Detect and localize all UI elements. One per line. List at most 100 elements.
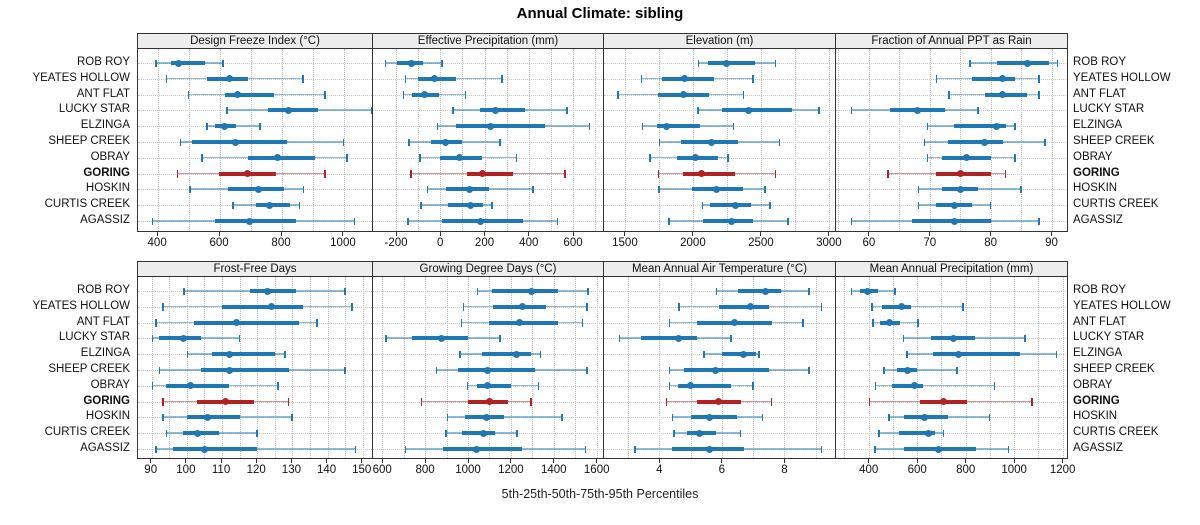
whisker-cap-p95 (324, 91, 326, 99)
whisker-cap-p5 (476, 287, 479, 295)
gridline-vertical (257, 277, 259, 458)
gridline-vertical (274, 277, 276, 458)
gridline-vertical (446, 277, 448, 458)
median-dot (681, 75, 689, 83)
axis-tick (1013, 459, 1015, 463)
whisker-cap-p95 (566, 106, 568, 115)
whisker-cap-p5 (850, 287, 853, 295)
whisker-cap-p95 (287, 398, 290, 406)
whisker-cap-p95 (581, 319, 584, 327)
whisker-cap-p95 (761, 413, 764, 422)
iqr-bar (722, 108, 792, 113)
iqr-bar (170, 61, 205, 65)
iqr-bar (932, 352, 1021, 357)
axis-tick-label: 70 (923, 237, 937, 249)
panel (836, 276, 1068, 459)
gridline-vertical (784, 277, 786, 458)
axis-tick-label: 400 (859, 464, 879, 476)
median-dot (662, 122, 670, 130)
whisker-cap-p5 (878, 429, 880, 438)
axis-tick-label: 0 (437, 237, 444, 249)
whisker-cap-p95 (256, 429, 258, 438)
median-dot (999, 75, 1007, 83)
panel-strip: Design Freeze Index (°C) (137, 33, 373, 48)
gridline-vertical (528, 49, 530, 231)
median-dot (179, 334, 187, 342)
whisker-cap-p95 (1038, 91, 1040, 99)
whisker-cap-p5 (165, 429, 168, 438)
whisker-cap-p5 (715, 287, 718, 295)
whisker-cap-p5 (923, 138, 926, 146)
median-dot (483, 382, 491, 390)
chart-title: Annual Climate: sibling (516, 5, 684, 22)
median-dot (950, 217, 958, 225)
gridline-vertical (868, 49, 870, 231)
gridline-vertical (690, 277, 692, 458)
whisker-cap-p95 (764, 185, 766, 194)
site-label-left: GORING (83, 394, 130, 407)
axis-tick (692, 232, 694, 236)
whisker-cap-p5 (186, 350, 189, 359)
whisker-cap-p5 (410, 170, 412, 178)
whisker-cap-p5 (703, 350, 705, 359)
axis-tick-label: 140 (316, 464, 337, 476)
whisker-cap-p95 (727, 154, 729, 162)
median-dot (519, 303, 527, 311)
whisker-cap-p5 (435, 366, 438, 374)
site-label-right: ROB ROY (1073, 284, 1127, 296)
iqr-bar (972, 76, 1015, 81)
whisker-cap-p5 (668, 382, 671, 390)
median-dot (527, 287, 535, 295)
axis-tick (467, 459, 469, 463)
panel-strip: Mean Annual Precipitation (mm) (836, 261, 1068, 276)
whisker-cap-p5 (460, 319, 462, 327)
median-dot (674, 334, 682, 342)
whisker-cap-p5 (446, 413, 449, 422)
whisker-cap-p95 (942, 429, 945, 438)
whisker-cap-p5 (697, 59, 700, 67)
whisker-cap-p95 (556, 217, 559, 225)
gridline-vertical (158, 49, 160, 231)
median-dot (492, 106, 500, 114)
gridline-vertical (396, 49, 397, 231)
axis-tick (553, 459, 555, 463)
site-label-right: HOSKIN (1073, 182, 1118, 195)
panel (137, 48, 373, 232)
axis-tick-label: 2000 (680, 237, 706, 249)
panel-strip: Fraction of Annual PPT as Rain (836, 33, 1068, 48)
axis-tick-label: 800 (271, 237, 291, 249)
whisker-cap-p5 (658, 185, 660, 194)
gridline-vertical (1014, 277, 1016, 458)
whisker-cap-p95 (370, 106, 372, 115)
site-label-left: YEATES HOLLOW (32, 299, 130, 312)
whisker-cap-p95 (1044, 138, 1046, 146)
site-label-left: LUCKY STAR (58, 103, 130, 116)
whisker-cap-p95 (344, 366, 346, 374)
median-dot (473, 445, 481, 453)
median-dot (962, 154, 970, 162)
whisker-cap-p5 (155, 59, 157, 67)
axis-tick-label: 80 (984, 237, 998, 249)
axis-tick-label: 150 (352, 464, 372, 476)
iqr-bar (268, 108, 318, 113)
panel (836, 48, 1068, 232)
iqr-bar (491, 289, 559, 293)
site-label-right: CURTIS CREEK (1073, 426, 1159, 439)
site-label-right: YEATES HOLLOW (1073, 299, 1171, 312)
axis-tick (290, 459, 292, 463)
median-dot (515, 319, 523, 327)
median-dot (479, 429, 487, 437)
whisker-cap-p5 (206, 122, 208, 131)
gridline-vertical (222, 277, 224, 458)
iqr-bar (684, 368, 769, 372)
gridline-vertical (844, 277, 846, 458)
whisker-cap-p5 (385, 334, 387, 343)
median-dot (486, 122, 494, 130)
whisker-cap-p95 (956, 366, 958, 374)
iqr-bar (461, 431, 495, 436)
whisker-cap-p95 (530, 398, 532, 406)
whisker-cap-p5 (887, 170, 889, 178)
median-dot (225, 350, 233, 358)
axis-tick (965, 459, 967, 463)
